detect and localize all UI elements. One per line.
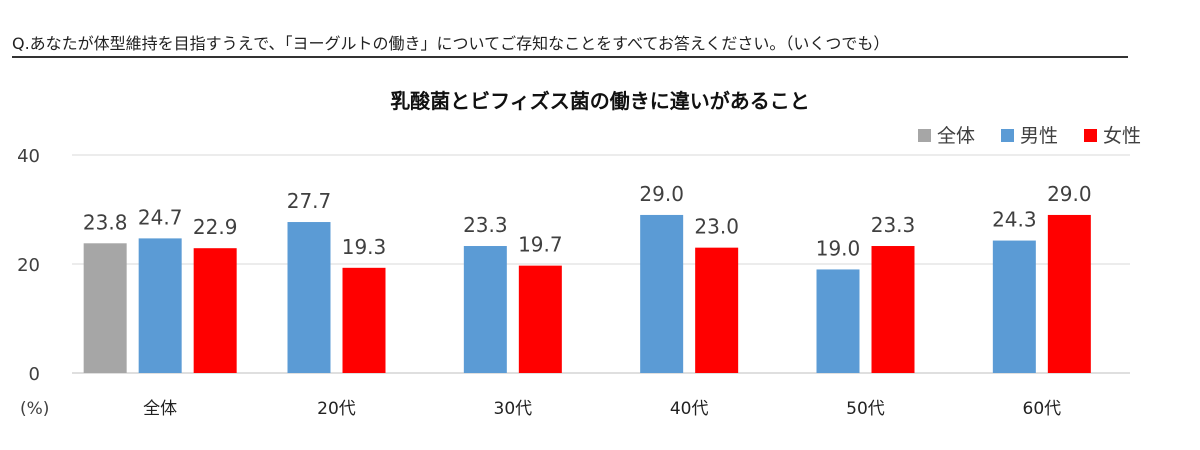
bar-value-label: 29.0	[639, 182, 684, 206]
x-tick-label: 60代	[1023, 399, 1062, 419]
bar	[871, 246, 915, 373]
bar-value-label: 29.0	[1047, 182, 1092, 206]
bar	[695, 247, 739, 373]
survey-question: Q.あなたが体型維持を目指すうえで、「ヨーグルトの働き」についてご存知なことをす…	[12, 34, 890, 53]
bar-value-label: 24.7	[138, 205, 183, 229]
x-tick-label: 全体	[143, 399, 177, 419]
x-tick-label: 20代	[317, 399, 356, 419]
x-tick-label: 50代	[846, 399, 885, 419]
x-tick-label: 40代	[670, 399, 709, 419]
bar	[518, 265, 562, 373]
bar	[816, 269, 860, 373]
bar-value-label: 23.0	[694, 215, 739, 239]
legend-swatch	[1001, 129, 1014, 142]
bar	[83, 243, 127, 373]
bar	[463, 246, 507, 373]
bar	[992, 240, 1036, 373]
chart-title: 乳酸菌とビフィズス菌の働きに違いがあること	[390, 89, 810, 113]
bar-value-label: 19.7	[518, 233, 563, 257]
y-tick-label: 40	[17, 146, 40, 167]
legend-label: 女性	[1103, 125, 1141, 147]
y-axis-unit-label: (%)	[20, 399, 49, 419]
bar	[287, 222, 331, 373]
bar	[640, 214, 684, 373]
bar-value-label: 24.3	[992, 208, 1037, 232]
bar-value-label: 23.3	[871, 213, 916, 237]
legend-swatch	[1084, 129, 1097, 142]
bar	[138, 238, 182, 373]
x-tick-label: 30代	[494, 399, 533, 419]
bar-value-label: 23.3	[463, 213, 508, 237]
bar	[342, 267, 386, 373]
y-tick-label: 0	[29, 364, 40, 385]
bar-value-label: 19.0	[816, 236, 861, 260]
bar-value-label: 23.8	[83, 210, 128, 234]
legend-label: 男性	[1020, 125, 1058, 147]
bar-value-label: 22.9	[193, 215, 238, 239]
bar-value-label: 27.7	[287, 189, 332, 213]
bar	[1047, 214, 1091, 373]
legend-swatch	[918, 129, 931, 142]
y-tick-label: 20	[17, 255, 40, 276]
bar	[193, 248, 237, 373]
bar-value-label: 19.3	[342, 235, 387, 259]
legend-label: 全体	[937, 125, 975, 147]
question-underline	[12, 56, 1128, 58]
